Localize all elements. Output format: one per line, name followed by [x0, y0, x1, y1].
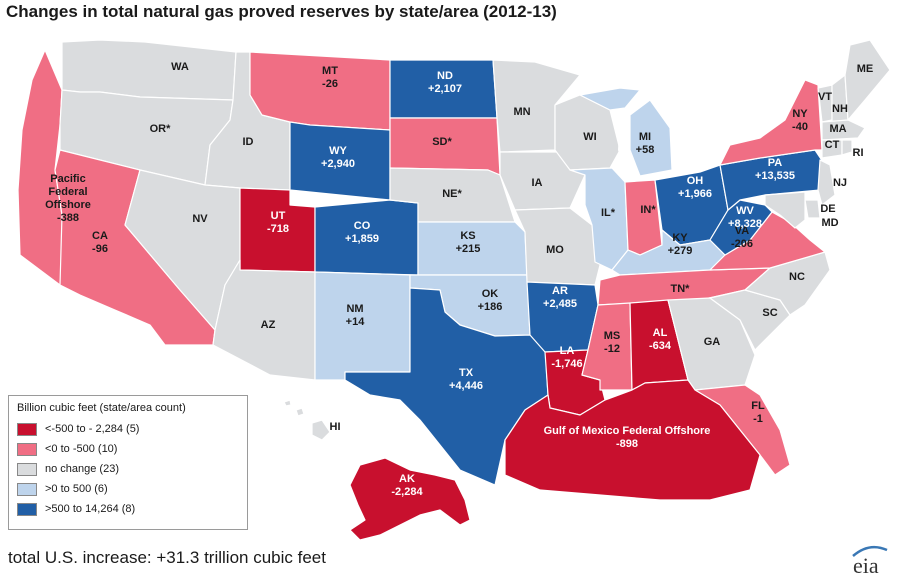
state-label-AK: AK -2,284 — [391, 473, 423, 498]
state-label-TN: TN* — [671, 283, 691, 295]
state-label-NJ: NJ — [833, 177, 847, 189]
state-label-KY: KY +279 — [668, 232, 693, 257]
state-label-IA: IA — [532, 177, 543, 189]
state-label-IN: IN* — [640, 204, 656, 216]
legend-label: <0 to -500 (10) — [45, 443, 118, 455]
state-label-WI: WI — [583, 131, 596, 143]
state-label-ND: ND +2,107 — [428, 70, 462, 95]
state-label-IL: IL* — [601, 207, 616, 219]
legend-item: <-500 to - 2,284 (5) — [17, 419, 241, 439]
state-label-SD: SD* — [432, 136, 452, 148]
map-title: Changes in total natural gas proved rese… — [6, 2, 557, 21]
region-NY[interactable] — [719, 79, 823, 166]
legend-label: no change (23) — [45, 463, 119, 475]
state-label-AL: AL -634 — [649, 327, 672, 352]
region-HI[interactable] — [283, 399, 331, 441]
state-label-WY: WY +2,940 — [321, 145, 355, 170]
state-label-TX: TX +4,446 — [449, 367, 483, 392]
state-label-GA: GA — [704, 336, 721, 348]
region-WA[interactable] — [61, 39, 237, 101]
region-TX[interactable] — [344, 287, 549, 486]
state-label-MI: MI +58 — [636, 131, 655, 156]
state-label-NM: NM +14 — [346, 303, 366, 328]
legend-swatch — [17, 422, 37, 436]
state-label-CT: CT — [825, 139, 840, 151]
legend: Billion cubic feet (state/area count) <-… — [8, 395, 248, 530]
region-MO[interactable] — [514, 207, 601, 286]
state-label-FL: FL -1 — [751, 400, 765, 425]
state-label-ID: ID — [243, 136, 254, 148]
eia-logo: eia — [853, 553, 879, 578]
region-MD[interactable] — [764, 191, 806, 229]
legend-swatch — [17, 502, 37, 516]
state-label-OH: OH +1,966 — [678, 175, 712, 200]
state-label-CA: CA -96 — [92, 230, 108, 255]
legend-item: <0 to -500 (10) — [17, 439, 241, 459]
region-NJ[interactable] — [817, 159, 836, 206]
legend-label: >0 to 500 (6) — [45, 483, 108, 495]
region-MA[interactable] — [821, 119, 866, 141]
legend-title: Billion cubic feet (state/area count) — [17, 402, 186, 414]
state-label-OR: OR* — [150, 123, 172, 135]
state-label-WA: WA — [171, 61, 189, 73]
legend-swatch — [17, 482, 37, 496]
region-RI[interactable] — [841, 139, 853, 156]
state-label-UT: UT -718 — [267, 210, 289, 235]
state-label-AZ: AZ — [261, 319, 276, 331]
region-AK[interactable] — [349, 457, 471, 541]
legend-label: <-500 to - 2,284 (5) — [45, 423, 140, 435]
legend-item: >500 to 14,264 (8) — [17, 499, 241, 519]
region-IL[interactable] — [569, 167, 629, 271]
state-label-LA: LA -1,746 — [551, 345, 582, 370]
state-label-NE: NE* — [442, 188, 462, 200]
legend-swatch — [17, 442, 37, 456]
eia-logo-arc-icon — [852, 545, 888, 557]
state-label-MD: MD — [821, 217, 838, 229]
legend-swatch — [17, 462, 37, 476]
state-label-DE: DE — [820, 203, 835, 215]
region-DE[interactable] — [804, 199, 821, 219]
state-label-PA: PA +13,535 — [755, 157, 795, 182]
state-label-NH: NH — [832, 103, 848, 115]
state-regions — [17, 39, 891, 541]
state-label-KS: KS +215 — [456, 230, 481, 255]
state-label-MA: MA — [829, 123, 846, 135]
state-label-NC: NC — [789, 271, 805, 283]
state-label-RI: RI — [853, 147, 864, 159]
lake-michigan — [618, 112, 630, 172]
state-label-NV: NV — [192, 213, 208, 225]
state-label-MS: MS -12 — [604, 330, 621, 355]
state-label-PAC: Pacific Federal Offshore -388 — [45, 173, 91, 224]
region-ME[interactable] — [844, 39, 891, 121]
state-label-NY: NY -40 — [792, 108, 808, 133]
state-label-GOM: Gulf of Mexico Federal Offshore -898 — [544, 425, 711, 450]
total-summary: total U.S. increase: +31.3 trillion cubi… — [8, 548, 326, 567]
state-label-VA: VA -206 — [731, 225, 753, 250]
legend-item: >0 to 500 (6) — [17, 479, 241, 499]
state-label-AR: AR +2,485 — [543, 285, 577, 310]
state-label-SC: SC — [762, 307, 777, 319]
state-label-ME: ME — [857, 63, 874, 75]
region-GOM[interactable] — [504, 379, 761, 501]
state-label-WV: WV +8,328 — [728, 205, 762, 230]
state-label-MO: MO — [546, 244, 564, 256]
state-label-OK: OK +186 — [478, 288, 503, 313]
legend-label: >500 to 14,264 (8) — [45, 503, 136, 515]
state-label-CO: CO +1,859 — [345, 220, 379, 245]
state-label-MT: MT -26 — [322, 65, 338, 90]
state-label-HI: HI — [330, 421, 341, 433]
legend-item: no change (23) — [17, 459, 241, 479]
state-label-MN: MN — [513, 106, 530, 118]
state-label-VT: VT — [818, 91, 832, 103]
